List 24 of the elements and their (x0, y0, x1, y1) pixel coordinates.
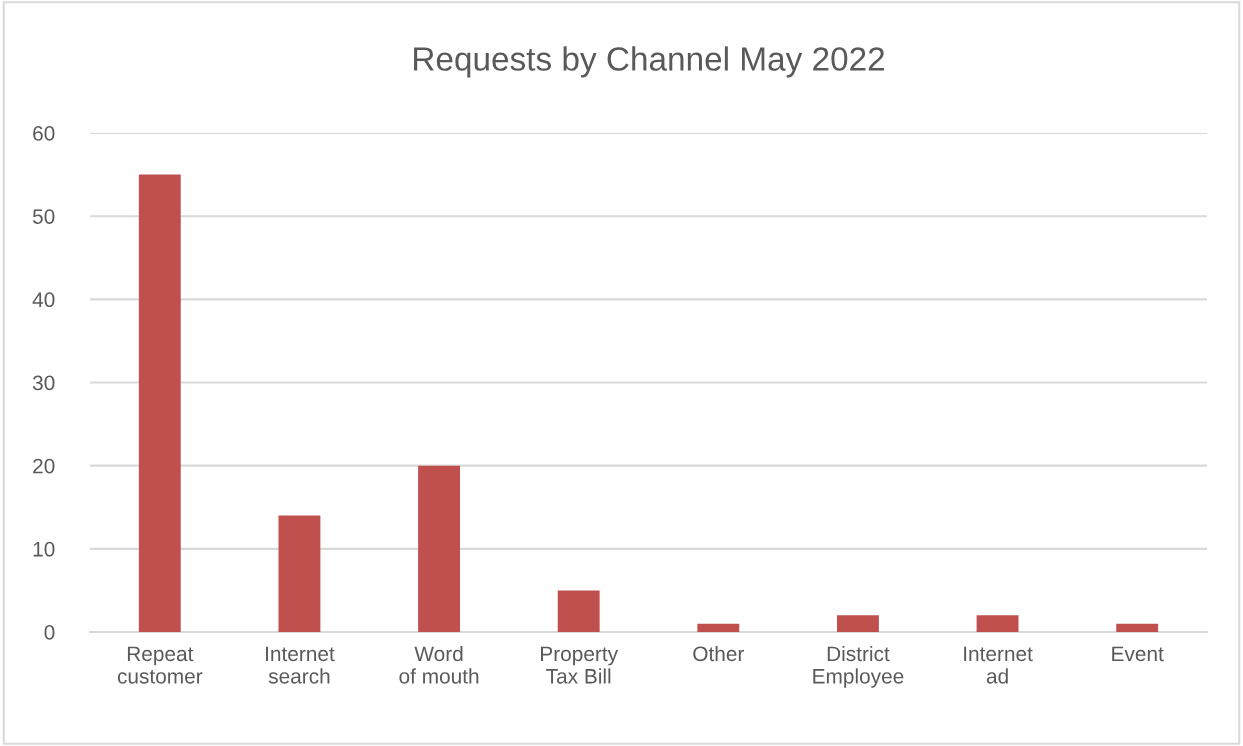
bar (138, 174, 181, 632)
bar (836, 615, 879, 632)
x-tick-label: Property Tax Bill (541, 646, 619, 684)
y-tick-label: 60 (33, 126, 55, 141)
y-tick-label: 40 (32, 292, 55, 308)
bar (1116, 623, 1159, 632)
y-tick-label: 20 (33, 458, 55, 474)
y-tick-label: 10 (33, 541, 55, 557)
x-tick-label: Event (1112, 646, 1164, 662)
x-tick-label: Internet search (266, 646, 335, 684)
bar (976, 615, 1019, 632)
y-tick-label: 50 (32, 209, 55, 224)
y-tick-label: 30 (32, 375, 55, 391)
bar (278, 515, 321, 632)
chart-title: Requests by Channel May 2022 (414, 46, 885, 78)
bar (697, 623, 740, 632)
bar (418, 465, 461, 632)
x-tick-label: Repeat customer (117, 646, 203, 684)
x-tick-label: Other (693, 645, 745, 662)
x-tick-label: Word of mouth (399, 645, 479, 684)
x-tick-label: District Employee (813, 645, 904, 688)
y-tick-label: 0 (44, 625, 55, 640)
x-tick-label: Internet ad (964, 646, 1033, 684)
bar (557, 590, 600, 632)
